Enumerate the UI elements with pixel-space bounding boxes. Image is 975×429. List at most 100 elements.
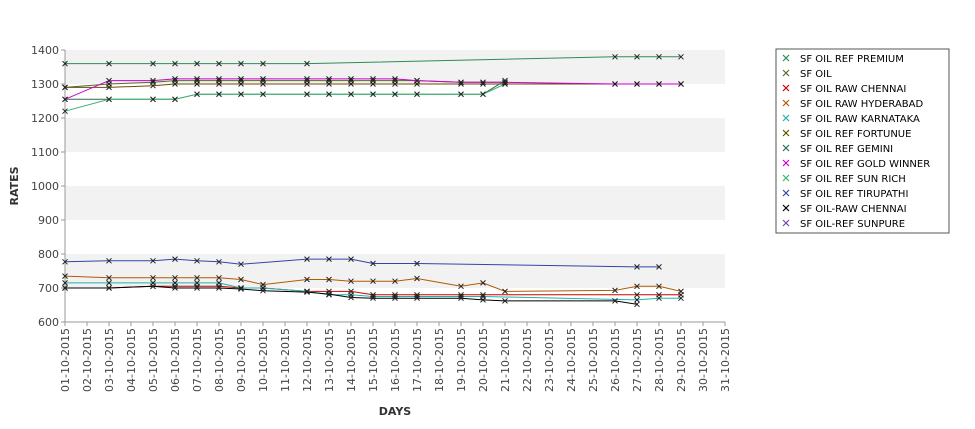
marker-stroke [194, 81, 200, 87]
marker-stroke [238, 285, 244, 291]
data-point-marker [150, 60, 156, 67]
data-point-marker [458, 81, 464, 87]
marker-stroke [62, 285, 68, 291]
data-point-marker [414, 260, 420, 267]
marker-stroke [304, 60, 310, 67]
legend-label: SF OIL-REF SUNPURE [800, 219, 905, 230]
data-point-marker [106, 274, 112, 281]
data-point-marker [414, 91, 420, 98]
data-point-marker [62, 258, 68, 265]
legend-label: SF OIL RAW HYDERABAD [800, 99, 923, 110]
data-point-marker [612, 81, 618, 87]
marker-stroke [612, 81, 618, 87]
x-tick-label: 14-10-2015 [345, 328, 358, 392]
marker-stroke [62, 273, 68, 279]
marker-stroke [260, 287, 266, 294]
data-point-marker [326, 276, 332, 283]
data-point-marker [612, 287, 618, 294]
plot-band [65, 118, 725, 152]
data-point-marker [106, 257, 112, 264]
data-point-marker [326, 81, 332, 87]
marker-stroke [326, 291, 332, 297]
data-point-marker [238, 285, 244, 291]
x-tick-label: 20-10-2015 [477, 328, 490, 392]
marker-stroke [414, 295, 420, 302]
legend: SF OIL REF PREMIUM SF OIL SF OIL RAW CHENN… [775, 48, 950, 234]
data-point-marker [194, 280, 200, 286]
x-tick-label: 22-10-2015 [521, 328, 534, 392]
data-point-marker [656, 81, 662, 87]
data-point-marker [326, 256, 332, 262]
marker-stroke [656, 295, 662, 302]
data-point-marker [304, 289, 310, 295]
marker-stroke [370, 295, 376, 302]
marker-stroke [216, 81, 222, 87]
marker-stroke [238, 286, 244, 292]
data-point-marker [106, 280, 112, 286]
marker-stroke [150, 82, 156, 89]
data-point-marker [304, 276, 310, 283]
marker-stroke [238, 261, 244, 268]
data-point-marker [304, 81, 310, 87]
marker-stroke [392, 293, 398, 300]
data-point-marker [634, 81, 640, 87]
legend-marker-stroke [782, 69, 790, 77]
marker-stroke [634, 301, 640, 308]
data-point-marker [194, 81, 200, 87]
data-point-marker [370, 260, 376, 267]
marker-stroke [634, 291, 640, 298]
marker-stroke [172, 81, 178, 87]
legend-label: SF OIL RAW KARNATAKA [800, 114, 920, 125]
marker-stroke [656, 81, 662, 87]
data-point-marker [634, 53, 640, 60]
data-point-marker [480, 297, 486, 303]
data-point-marker [304, 256, 310, 262]
marker-stroke [370, 91, 376, 98]
x-tick-label: 17-10-2015 [411, 328, 424, 392]
data-point-marker [348, 81, 354, 87]
marker-stroke [634, 264, 640, 270]
legend-marker-stroke [782, 144, 790, 152]
plot-band [65, 152, 725, 186]
x-tick-label: 04-10-2015 [125, 328, 138, 392]
data-point-marker [194, 91, 200, 98]
data-point-marker [678, 53, 684, 60]
legend-marker-stroke [782, 159, 790, 167]
data-point-marker [392, 278, 398, 285]
marker-stroke [172, 76, 178, 82]
data-point-marker [348, 76, 354, 82]
data-point-marker [480, 291, 486, 298]
marker-stroke [106, 257, 112, 264]
data-point-marker [392, 91, 398, 98]
data-point-marker [62, 108, 68, 115]
data-point-marker [150, 283, 156, 290]
data-point-marker [238, 276, 244, 283]
data-point-marker [326, 76, 332, 82]
data-point-marker [304, 60, 310, 67]
legend-marker-stroke [782, 114, 790, 122]
data-point-marker [106, 285, 112, 291]
marker-stroke [656, 264, 662, 270]
legend-label: SF OIL REF GOLD WINNER [800, 159, 930, 170]
marker-stroke [106, 274, 112, 281]
marker-stroke [392, 81, 398, 87]
legend-label: SF OIL-RAW CHENNAI [800, 204, 907, 215]
marker-stroke [678, 81, 684, 87]
data-point-marker [62, 84, 68, 91]
data-point-marker [194, 285, 200, 291]
data-point-marker [194, 257, 200, 264]
marker-stroke [172, 280, 178, 286]
data-point-marker [348, 256, 354, 262]
marker-stroke [348, 294, 354, 301]
legend-marker [782, 69, 790, 77]
data-point-marker [678, 288, 684, 295]
legend-marker-stroke [782, 174, 790, 182]
marker-stroke [194, 257, 200, 264]
marker-stroke [106, 60, 112, 67]
legend-marker [782, 219, 790, 227]
series-markers [62, 53, 684, 308]
y-tick-label: 900 [38, 214, 59, 227]
x-tick-label: 29-10-2015 [675, 328, 688, 392]
marker-stroke [260, 60, 266, 67]
data-point-marker [370, 91, 376, 98]
